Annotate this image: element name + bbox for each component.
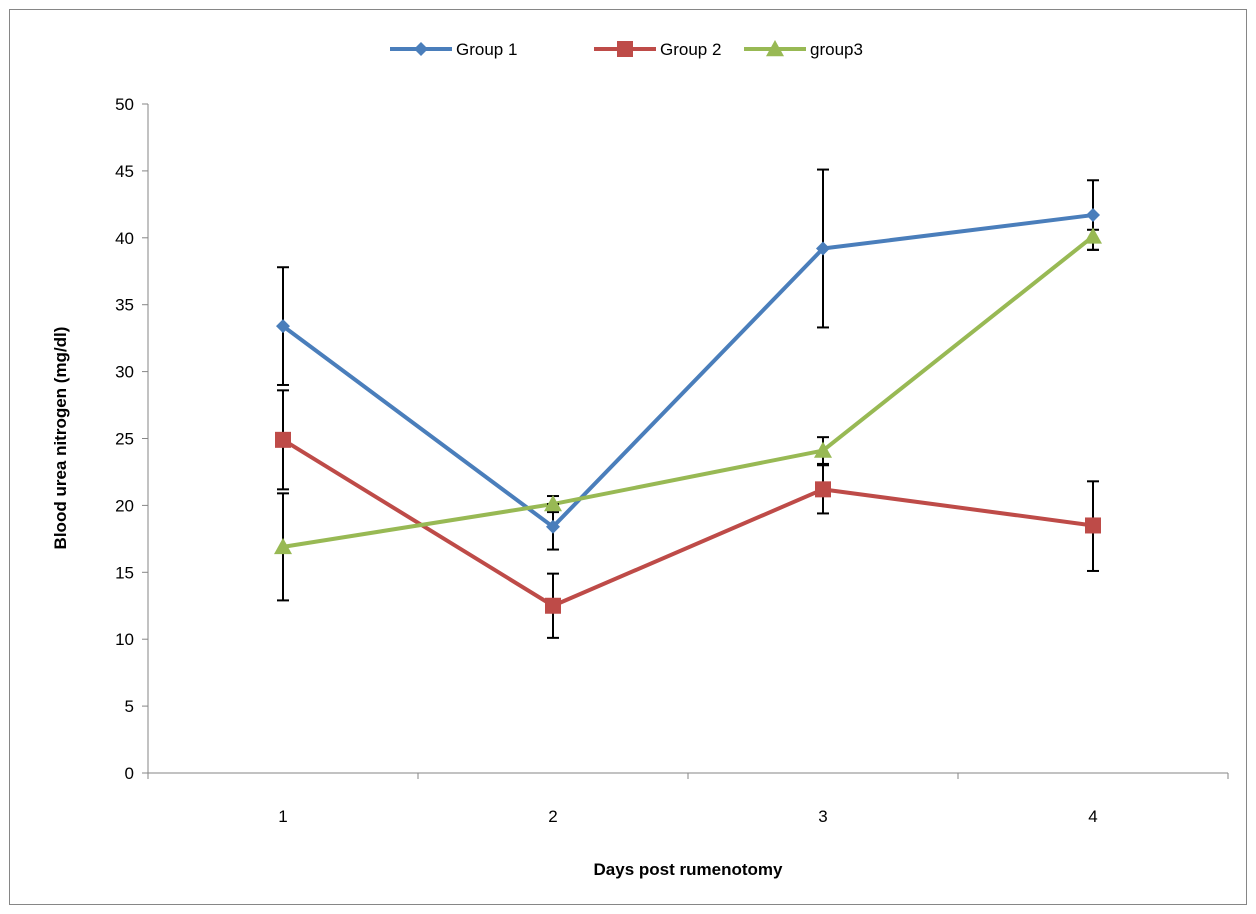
chart-border: [9, 9, 1247, 905]
x-tick-label: 1: [278, 807, 287, 826]
data-point-2: [1085, 517, 1101, 534]
y-tick-label: 15: [115, 563, 134, 582]
y-tick-label: 5: [125, 697, 134, 716]
y-tick-label: 0: [125, 764, 134, 783]
data-point-3: [274, 537, 292, 555]
data-point-1: [276, 319, 290, 334]
plot-area: 0 5 10 15 20 25 30 35 40 45 50 1 2 3 4: [115, 95, 1229, 826]
x-tick-label: 2: [548, 807, 557, 826]
legend-entry-1: Group 1: [390, 40, 517, 59]
x-tick-label: 3: [818, 807, 827, 826]
y-tick-label: 45: [115, 162, 134, 181]
data-point-3: [544, 495, 562, 512]
y-tick-label: 20: [115, 496, 134, 515]
legend-marker: [617, 41, 633, 57]
legend-marker: [766, 40, 784, 57]
legend-entry-2: Group 2: [594, 40, 721, 59]
y-tick-label: 50: [115, 95, 134, 114]
data-point-3: [814, 441, 832, 458]
legend-label: group3: [810, 40, 863, 59]
legend-label: Group 2: [660, 40, 721, 59]
data-point-2: [275, 431, 291, 448]
series-line-3: [282, 234, 1095, 549]
y-axis-title: Blood urea nitrogen (mg/dl): [51, 327, 70, 550]
legend: Group 1 Group 2 group3: [390, 40, 863, 59]
data-point-1: [816, 241, 830, 256]
y-tick-label: 40: [115, 229, 134, 248]
y-tick-label: 35: [115, 296, 134, 315]
data-point-2: [815, 481, 831, 498]
data-point-2: [545, 597, 561, 614]
x-tick-label: 4: [1088, 807, 1097, 826]
legend-label: Group 1: [456, 40, 517, 59]
y-tick-label: 25: [115, 430, 134, 449]
data-point-3: [1084, 227, 1102, 244]
legend-entry-3: group3: [744, 40, 863, 59]
y-tick-label: 10: [115, 630, 134, 649]
legend-marker: [414, 42, 428, 56]
series-line-1: [281, 213, 1094, 529]
data-point-1: [546, 519, 560, 534]
series-line-2: [281, 438, 1094, 608]
x-axis-title: Days post rumenotomy: [594, 860, 783, 879]
y-tick-label: 30: [115, 363, 134, 382]
data-point-1: [1086, 208, 1100, 223]
